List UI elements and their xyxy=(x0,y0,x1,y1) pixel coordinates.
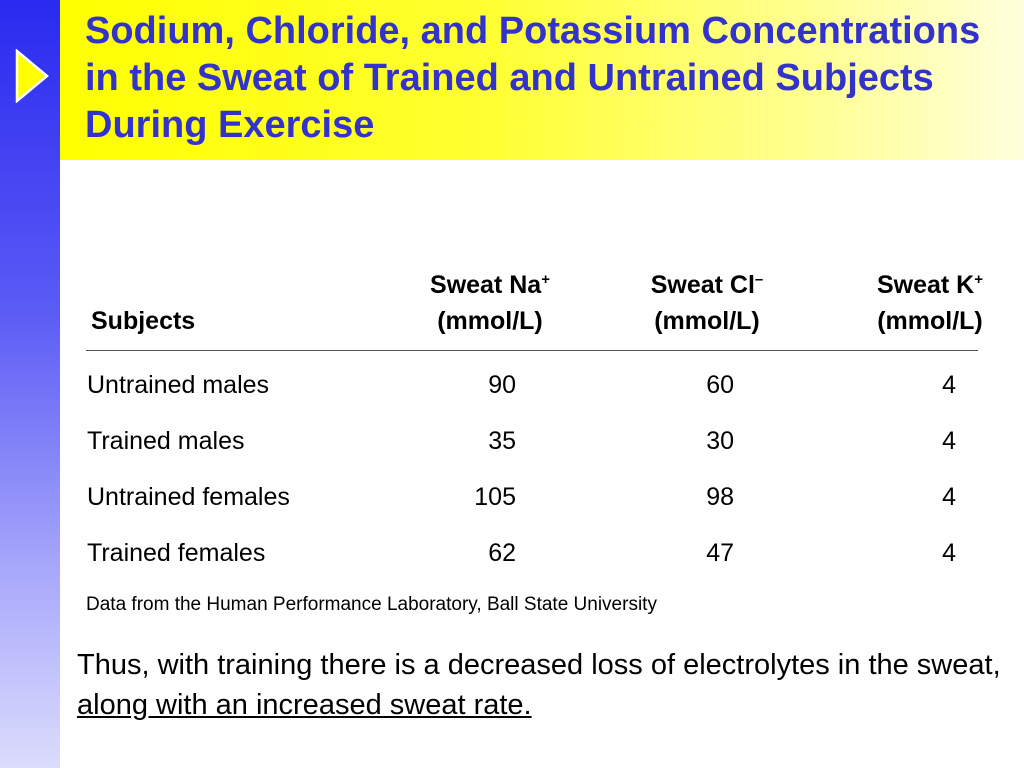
cell-sweat-cl: 47 xyxy=(706,539,734,567)
table-header-rule xyxy=(86,350,978,351)
header-na-sup: + xyxy=(541,271,550,288)
cell-subject: Untrained males xyxy=(87,371,270,399)
header-sweat-na: Sweat Na+ (mmol/L) xyxy=(410,267,570,339)
header-na-unit: (mmol/L) xyxy=(437,307,543,335)
table-row: Untrained males 90 60 4 xyxy=(0,370,1024,410)
cell-sweat-cl: 98 xyxy=(706,483,734,511)
table-row: Untrained females 105 98 4 xyxy=(0,482,1024,522)
triangle-right-icon xyxy=(15,49,49,103)
conclusion-text: Thus, with training there is a decreased… xyxy=(77,645,1017,725)
header-subjects-label: Subjects xyxy=(91,307,196,335)
header-sweat-cl: Sweat Cl– (mmol/L) xyxy=(627,267,787,339)
cell-sweat-cl: 60 xyxy=(706,371,734,399)
side-bar xyxy=(0,0,60,768)
table-row: Trained females 62 47 4 xyxy=(0,538,1024,578)
header-k-sup: + xyxy=(974,271,984,288)
conclusion-emphasis: along with an increased sweat rate. xyxy=(77,689,532,721)
title-band xyxy=(60,0,1024,160)
header-k-name: Sweat K xyxy=(876,271,975,299)
cell-subject: Trained males xyxy=(87,427,245,455)
cell-sweat-k: 4 xyxy=(942,427,956,455)
cell-sweat-na: 35 xyxy=(488,427,516,455)
header-cl-sup: – xyxy=(754,271,764,288)
header-cl-unit: (mmol/L) xyxy=(654,307,760,335)
header-k-unit: (mmol/L) xyxy=(877,307,983,335)
header-sweat-k: Sweat K+ (mmol/L) xyxy=(850,267,1010,339)
cell-sweat-cl: 30 xyxy=(706,427,734,455)
cell-subject: Untrained females xyxy=(87,483,290,511)
cell-sweat-k: 4 xyxy=(942,371,956,399)
conclusion-main: Thus, with training there is a decreased… xyxy=(77,649,1001,681)
slide-title: Sodium, Chloride, and Potassium Concentr… xyxy=(85,10,981,146)
cell-sweat-na: 62 xyxy=(488,539,516,567)
cell-sweat-na: 90 xyxy=(488,371,516,399)
header-subjects: Subjects xyxy=(91,303,195,339)
cell-sweat-na: 105 xyxy=(474,483,516,511)
cell-sweat-k: 4 xyxy=(942,483,956,511)
table-row: Trained males 35 30 4 xyxy=(0,426,1024,466)
header-na-name: Sweat Na xyxy=(430,271,542,299)
cell-sweat-k: 4 xyxy=(942,539,956,567)
source-note: Data from the Human Performance Laborato… xyxy=(86,594,657,615)
cell-subject: Trained females xyxy=(87,539,266,567)
header-cl-name: Sweat Cl xyxy=(650,271,755,299)
